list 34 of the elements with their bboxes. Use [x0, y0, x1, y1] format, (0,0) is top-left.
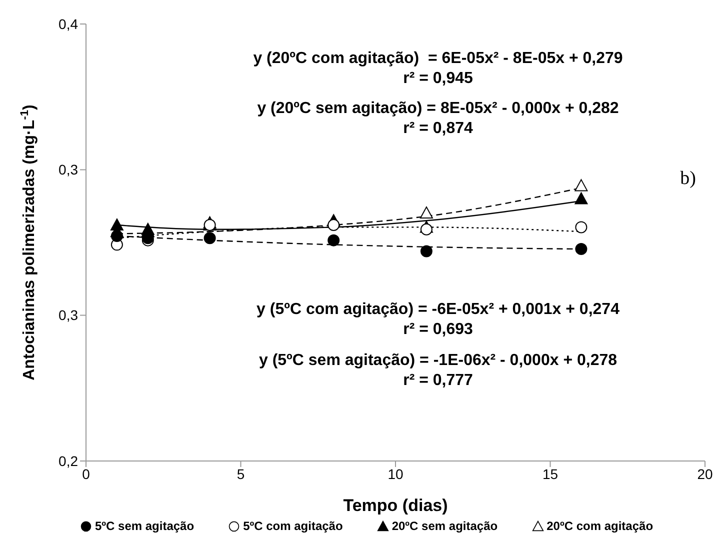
- y-tick-label: 0,2: [58, 452, 78, 469]
- annotation: y (5ºC sem agitação) = -1E-06x² - 0,000x + 0,278: [258, 352, 618, 370]
- annotation: r² = 0,945: [403, 70, 473, 88]
- x-tick-label: 5: [236, 466, 245, 482]
- legend-label: 20ºC sem agitação: [392, 519, 498, 533]
- legend-label: 5ºC com agitação: [243, 519, 343, 533]
- point: [574, 192, 588, 204]
- point: [328, 234, 340, 246]
- annotation: r² = 0,777: [403, 372, 473, 390]
- y-tick-label: 0,4: [58, 16, 78, 32]
- point: [110, 230, 123, 242]
- point: [110, 218, 124, 231]
- annotation: y (20ºC com agitação) = 6E-05x² - 8E-05x + 0,279: [253, 50, 623, 68]
- annotation: r² = 0,874: [403, 120, 473, 138]
- point: [420, 206, 433, 219]
- annotation: y (5ºC com agitação) = -6E-05x² + 0,001x + 0,274: [256, 301, 620, 319]
- point: [574, 179, 588, 192]
- legend-label: 20ºC com agitação: [546, 519, 654, 533]
- x-tick-label: 15: [542, 466, 558, 482]
- point: [575, 243, 588, 256]
- point: [420, 223, 432, 236]
- annotation: y (20ºC sem agitação) = 8E-05x² - 0,000x + 0,282: [257, 100, 619, 118]
- x-axis-title: Tempo (dias): [343, 496, 448, 515]
- y-tick-label: 0,3: [58, 162, 78, 178]
- point: [328, 219, 340, 232]
- x-tick-label: 10: [388, 466, 404, 482]
- y-tick-label: 0,3: [58, 307, 78, 324]
- x-tick-label: 0: [82, 466, 90, 482]
- annotation: b): [680, 168, 696, 190]
- point: [204, 232, 216, 244]
- legend-label: 5ºC sem agitação: [94, 519, 194, 533]
- x-tick-label: 20: [697, 466, 713, 482]
- point: [420, 245, 432, 258]
- annotation: r² = 0,693: [403, 321, 473, 339]
